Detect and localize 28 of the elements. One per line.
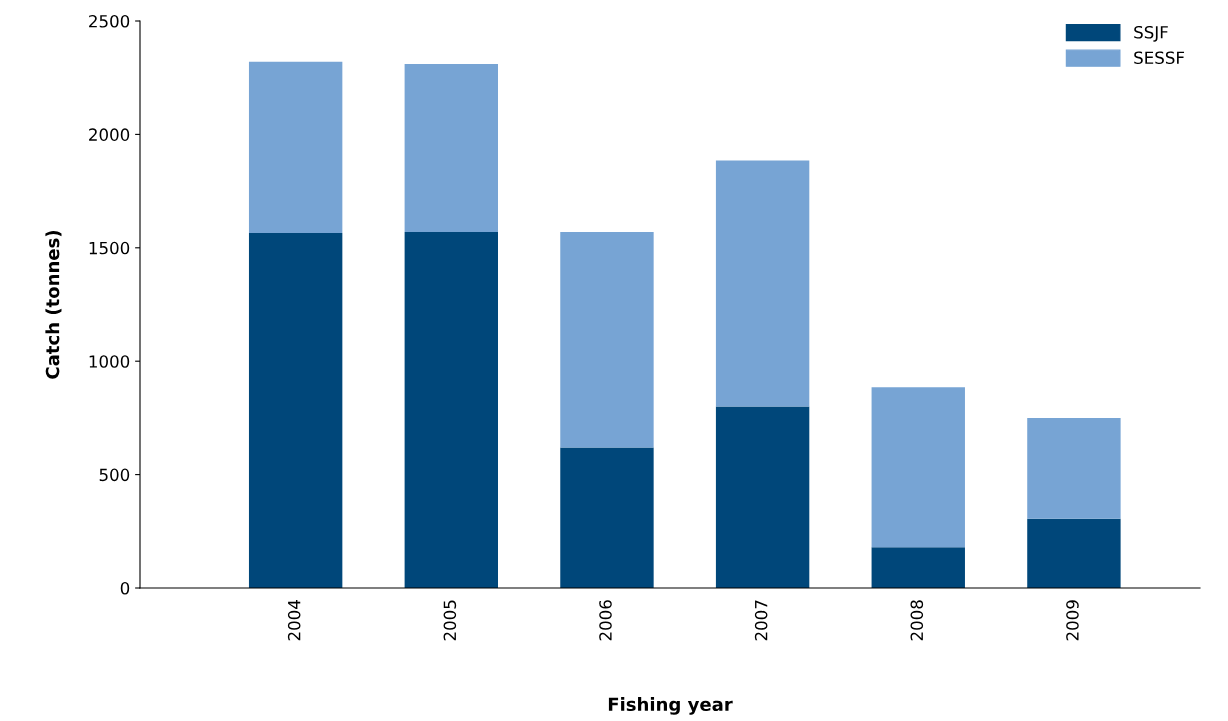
bar <box>871 547 965 588</box>
bar <box>560 231 654 448</box>
bar <box>1027 518 1121 588</box>
x-axis-title: Fishing year <box>608 697 733 715</box>
x-tick-label: 2006 <box>599 600 612 641</box>
bar <box>404 64 498 232</box>
bar <box>248 233 343 588</box>
bar <box>871 387 965 548</box>
y-tick-label: 2500 <box>89 14 130 28</box>
x-tick-label: 2007 <box>754 600 768 641</box>
bar <box>1027 417 1121 519</box>
bar <box>715 160 810 407</box>
bar <box>404 231 498 588</box>
y-tick-label: 1500 <box>89 241 130 255</box>
y-tick-label: 0 <box>120 581 130 595</box>
x-tick-label: 2005 <box>443 600 457 641</box>
x-tick-label: 2009 <box>1066 600 1079 641</box>
y-tick-label: 500 <box>99 468 130 482</box>
bar <box>560 447 654 588</box>
y-axis-title: Catch (tonnes) <box>45 230 62 379</box>
bar <box>248 61 343 234</box>
legend-label: SESSF <box>1134 51 1185 65</box>
bar <box>715 406 810 588</box>
x-tick-label: 2004 <box>287 600 301 641</box>
y-tick-label: 2000 <box>89 128 130 141</box>
x-tick-label: 2008 <box>910 600 924 641</box>
y-tick-label: 1000 <box>89 355 130 368</box>
legend-label: SSJF <box>1134 25 1168 42</box>
